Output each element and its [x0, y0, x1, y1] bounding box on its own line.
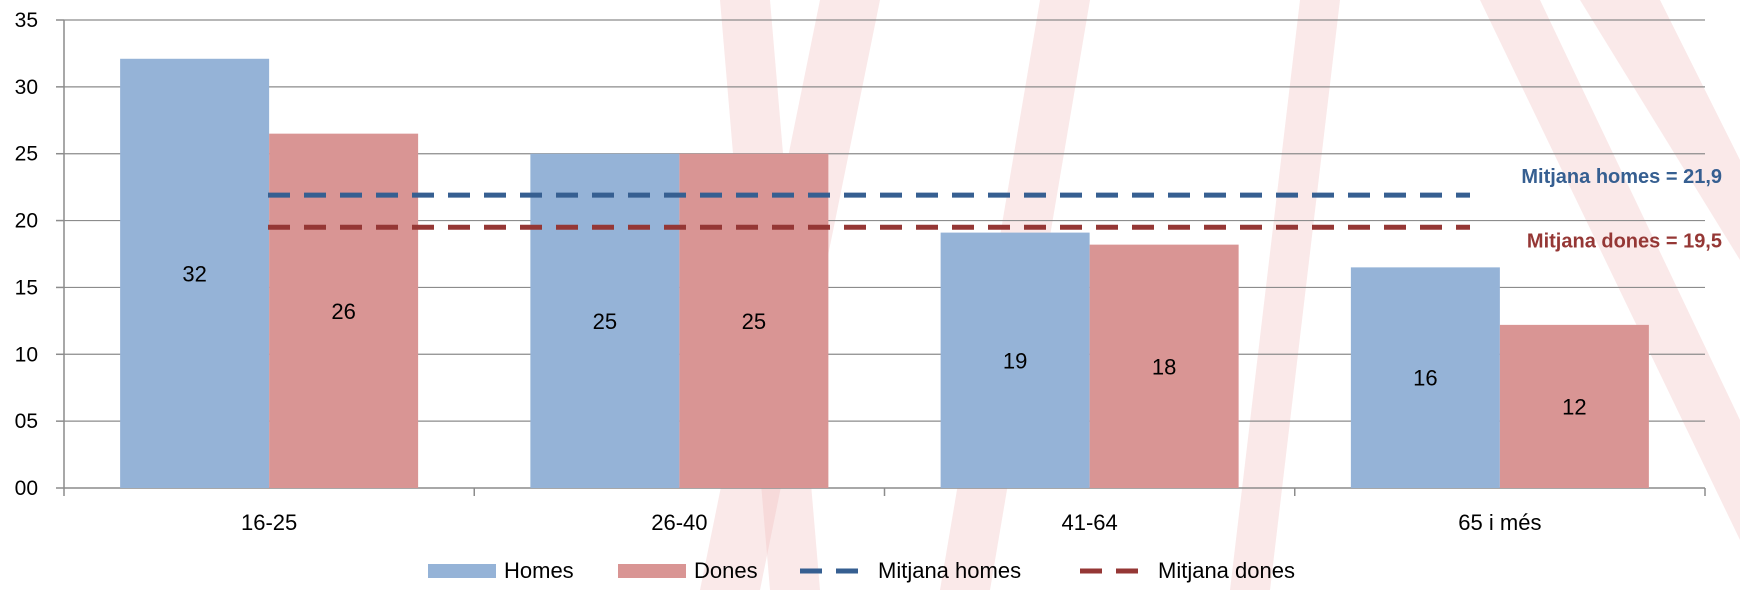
data-label: 16	[1413, 366, 1437, 391]
y-tick-label: 30	[15, 76, 38, 99]
x-category-label: 65 i més	[1458, 510, 1541, 535]
y-tick-label: 25	[15, 143, 38, 166]
y-tick-label: 10	[15, 343, 38, 366]
legend-swatch	[428, 564, 496, 578]
legend-label: Dones	[694, 558, 758, 583]
data-label: 26	[331, 299, 355, 324]
y-tick-label: 00	[15, 477, 38, 500]
y-tick-label: 15	[15, 276, 38, 299]
y-tick-label: 35	[15, 9, 38, 32]
legend-homes: Homes	[428, 558, 574, 583]
average-label: Mitjana dones = 19,5	[1527, 230, 1722, 252]
data-label: 18	[1152, 354, 1176, 379]
data-label: 32	[182, 261, 206, 286]
legend-mitjana-dones: Mitjana dones	[1080, 558, 1295, 583]
average-label: Mitjana homes = 21,9	[1521, 166, 1722, 188]
legend-label: Mitjana dones	[1158, 558, 1295, 583]
legend-dones: Dones	[618, 558, 758, 583]
bars	[120, 59, 1649, 488]
y-tick-label: 20	[15, 210, 38, 233]
x-category-label: 26-40	[651, 510, 707, 535]
legend: Homes Dones Mitjana homes Mitjana dones	[428, 558, 1295, 583]
data-label: 19	[1003, 348, 1027, 373]
x-category-label: 41-64	[1061, 510, 1117, 535]
legend-label: Homes	[504, 558, 574, 583]
legend-label: Mitjana homes	[878, 558, 1021, 583]
y-tick-label: 05	[15, 410, 38, 433]
data-label: 25	[593, 309, 617, 334]
data-label: 12	[1562, 394, 1586, 419]
legend-swatch	[618, 564, 686, 578]
watermark-shape	[1230, 0, 1340, 590]
x-category-label: 16-25	[241, 510, 297, 535]
data-label: 25	[742, 309, 766, 334]
legend-mitjana-homes: Mitjana homes	[800, 558, 1021, 583]
